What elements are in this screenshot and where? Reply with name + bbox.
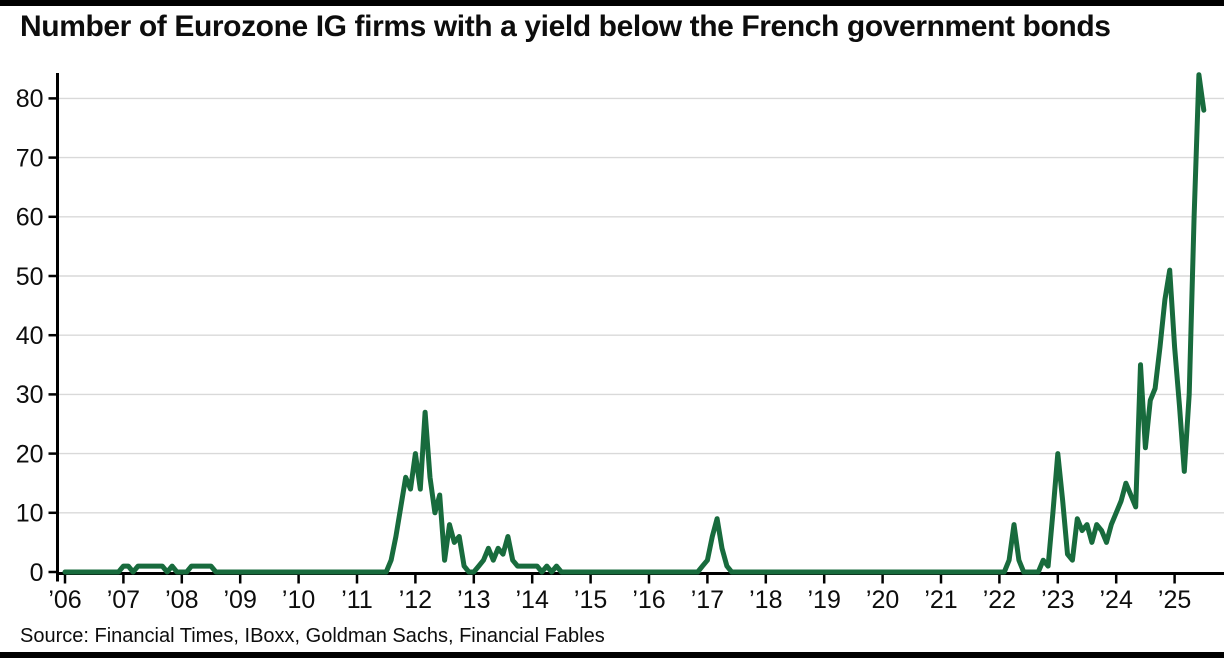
source-caption: Source: Financial Times, IBoxx, Goldman …: [20, 625, 605, 647]
x-tick-label: ’12: [399, 586, 432, 614]
y-tick-label: 80: [16, 85, 44, 113]
data-line: [62, 72, 1207, 575]
x-tick-label: ’06: [48, 586, 81, 614]
x-tick-label: ’23: [1041, 586, 1074, 614]
x-tick-label: ’11: [341, 586, 373, 614]
bottom-divider-bar: [0, 652, 1224, 658]
top-divider-bar: [0, 0, 1224, 6]
x-tick-label: ’22: [983, 586, 1016, 614]
y-tick-label: 60: [16, 204, 44, 232]
y-tick-label: 70: [16, 144, 44, 172]
x-tick-label: ’18: [749, 586, 782, 614]
x-tick-label: ’13: [457, 586, 490, 614]
y-tick-label: 0: [30, 559, 44, 587]
y-tick-label: 20: [16, 440, 44, 468]
x-tick-label: ’14: [516, 586, 549, 614]
x-tick-label: ’16: [632, 586, 665, 614]
x-tick-label: ’09: [224, 586, 257, 614]
y-tick-label: 40: [16, 322, 44, 350]
y-tick-label: 50: [16, 263, 44, 291]
x-tick-label: ’24: [1100, 586, 1133, 614]
page-title: Number of Eurozone IG firms with a yield…: [20, 10, 1111, 43]
x-tick-label: ’19: [808, 586, 841, 614]
x-tick-label: ’10: [282, 586, 315, 614]
x-tick-label: ’07: [107, 586, 140, 614]
x-tick-label: ’21: [924, 586, 957, 614]
x-tick-label: ’20: [866, 586, 899, 614]
x-tick-label: ’17: [691, 586, 724, 614]
y-tick-label: 10: [16, 500, 44, 528]
x-tick-label: ’15: [574, 586, 607, 614]
x-tick-label: ’08: [165, 586, 198, 614]
y-tick-label: 30: [16, 381, 44, 409]
x-tick-label: ’25: [1158, 586, 1191, 614]
